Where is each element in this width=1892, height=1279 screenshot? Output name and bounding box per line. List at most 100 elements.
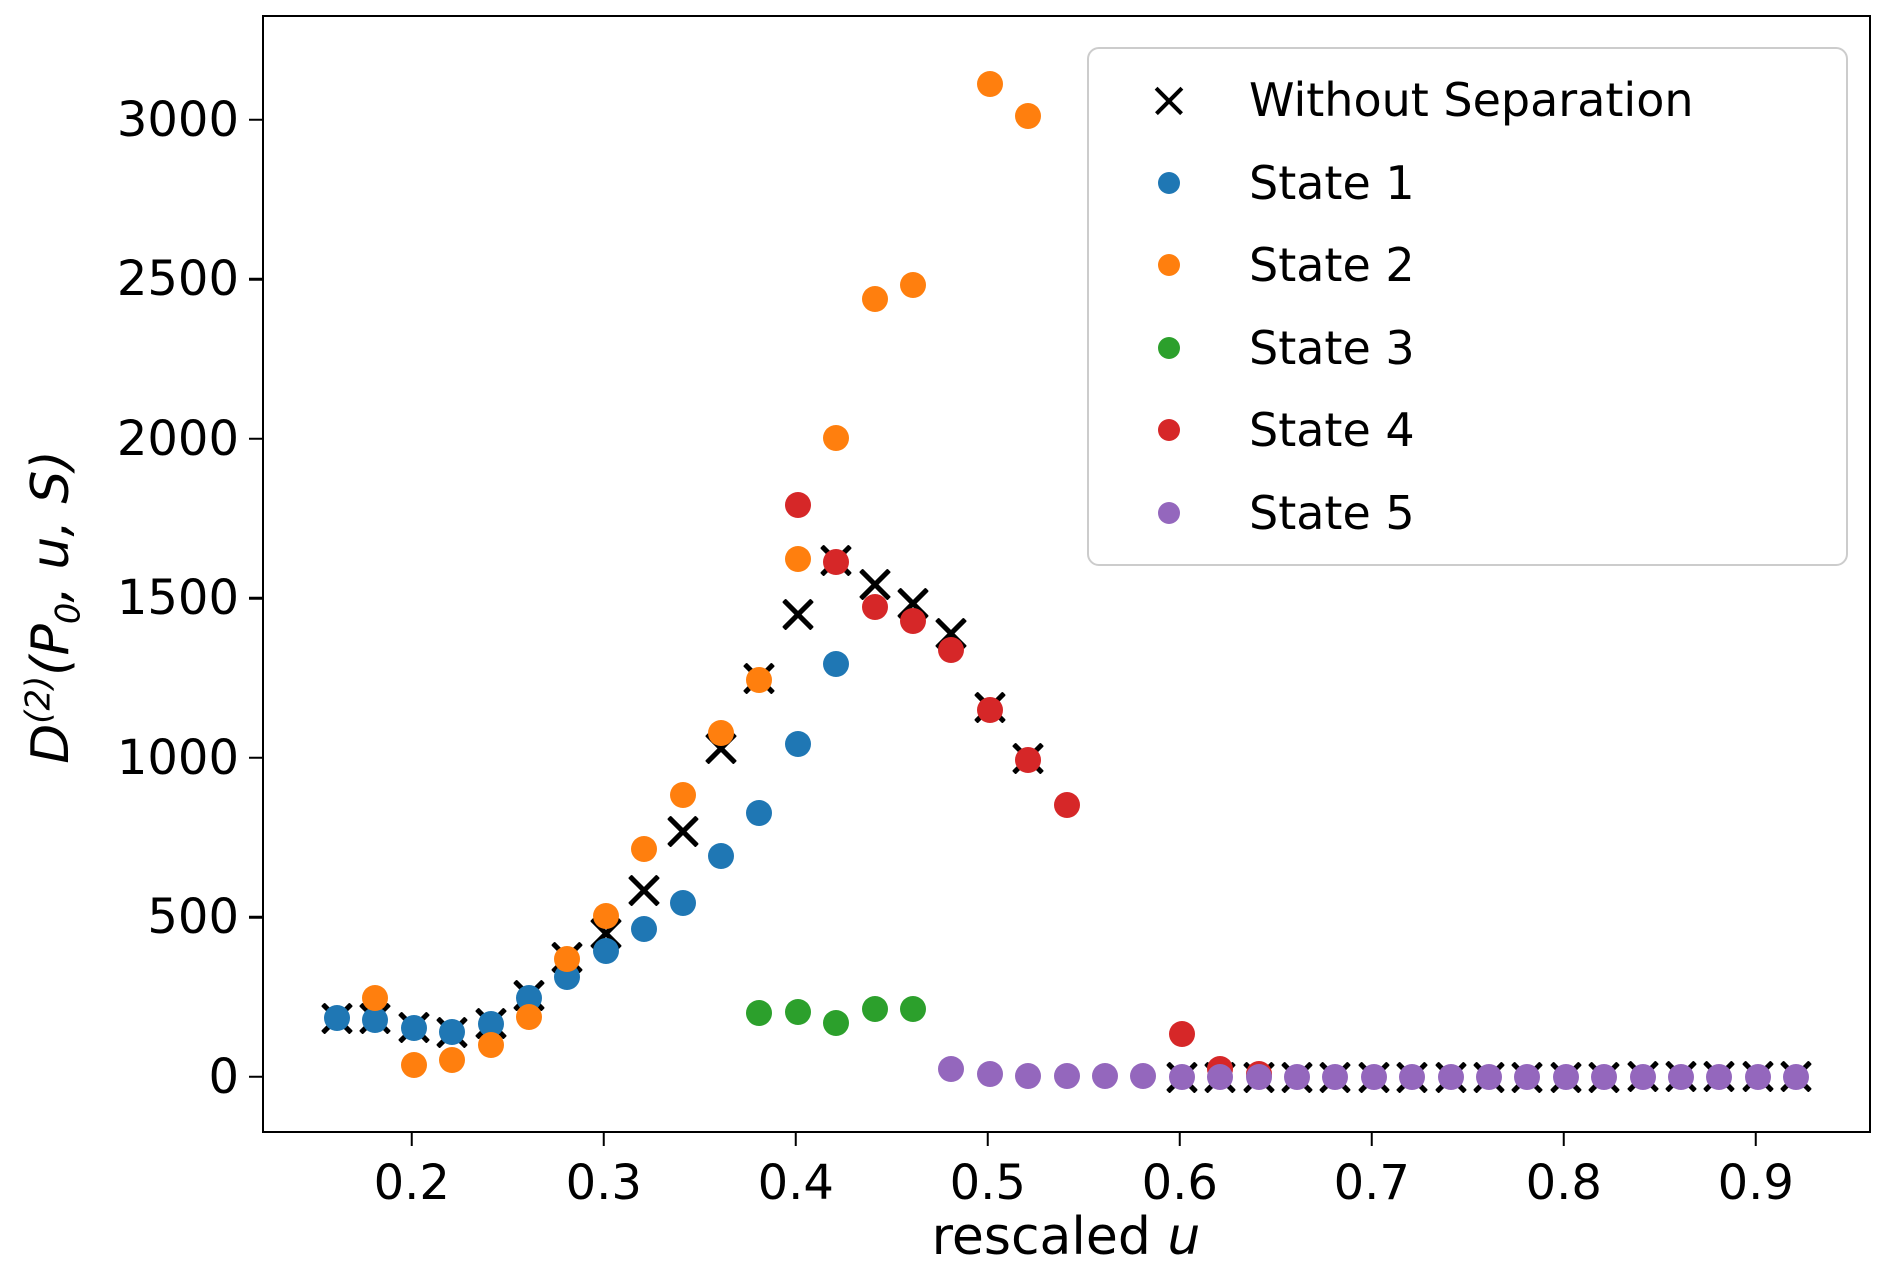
- legend-dot-marker-icon: [1089, 171, 1249, 194]
- data-point-dot: [707, 719, 734, 746]
- legend-row: Without Separation: [1089, 60, 1846, 140]
- data-point-dot: [861, 995, 888, 1022]
- data-point-dot: [707, 842, 734, 869]
- data-point-dot: [1437, 1064, 1464, 1091]
- y-tick-label: 500: [147, 889, 239, 946]
- data-point-dot: [1091, 1062, 1118, 1089]
- y-tick-label: 2000: [116, 410, 239, 467]
- legend-row: State 5: [1089, 473, 1846, 553]
- data-point-dot: [976, 697, 1003, 724]
- data-point-dot: [976, 70, 1003, 97]
- dot-marker-icon: [1158, 336, 1180, 359]
- x-tick-mark: [1754, 1133, 1758, 1146]
- data-point-dot: [1053, 791, 1080, 818]
- data-point-dot: [899, 995, 926, 1022]
- dot-marker-icon: [1158, 171, 1180, 194]
- data-point-dot: [554, 946, 581, 973]
- x-tick-label: 0.3: [565, 1155, 642, 1211]
- dot-marker-icon: [1158, 419, 1180, 442]
- data-point-dot: [1706, 1063, 1733, 1090]
- y-tick-mark: [249, 278, 262, 281]
- legend: Without Separation State 1 State 2 State 3 S…: [1087, 47, 1848, 566]
- data-point-dot: [1360, 1064, 1387, 1091]
- data-point-dot: [1399, 1064, 1426, 1091]
- x-tick-label: 0.8: [1525, 1155, 1602, 1211]
- y-tick-mark: [249, 1075, 262, 1079]
- data-point-dot: [669, 781, 696, 808]
- data-point-dot: [746, 667, 773, 694]
- data-point-dot: [1552, 1064, 1579, 1091]
- data-point-dot: [1322, 1064, 1349, 1091]
- y-axis-label-open: (P: [20, 624, 81, 676]
- x-tick-label: 0.9: [1717, 1155, 1794, 1211]
- legend-dot-marker-icon: [1089, 254, 1249, 277]
- legend-row: State 4: [1089, 390, 1846, 470]
- data-point-dot: [400, 1051, 427, 1078]
- x-tick-mark: [1562, 1133, 1566, 1146]
- data-point-dot: [362, 1006, 389, 1033]
- y-tick-mark: [249, 118, 262, 122]
- data-point-x: [624, 871, 664, 911]
- data-point-dot: [1475, 1064, 1502, 1091]
- dot-marker-icon: [1158, 501, 1180, 524]
- x-tick-mark: [602, 1133, 606, 1146]
- y-tick-mark: [249, 437, 262, 441]
- data-point-dot: [515, 1003, 542, 1030]
- data-point-x: [663, 812, 703, 852]
- y-tick-mark: [249, 597, 262, 600]
- legend-label: Without Separation: [1249, 73, 1694, 128]
- x-tick-label: 0.4: [757, 1155, 834, 1211]
- data-point-dot: [976, 1061, 1003, 1088]
- data-point-dot: [1591, 1064, 1618, 1091]
- x-marker-icon: [1151, 82, 1187, 118]
- data-point-dot: [1168, 1063, 1195, 1090]
- data-point-dot: [861, 593, 888, 620]
- legend-label: State 1: [1249, 155, 1415, 210]
- legend-dot-marker-icon: [1089, 419, 1249, 442]
- y-tick-label: 1500: [116, 570, 239, 627]
- data-point-dot: [669, 890, 696, 917]
- data-point-dot: [861, 285, 888, 312]
- data-point-dot: [823, 549, 850, 576]
- data-point-dot: [899, 608, 926, 635]
- data-point-dot: [784, 730, 811, 757]
- data-point-dot: [1667, 1063, 1694, 1090]
- data-point-dot: [400, 1015, 427, 1042]
- data-point-dot: [746, 1000, 773, 1027]
- x-tick-mark: [986, 1133, 990, 1146]
- y-tick-label: 1000: [116, 729, 239, 786]
- data-point-dot: [823, 651, 850, 678]
- data-point-dot: [631, 915, 658, 942]
- legend-dot-marker-icon: [1089, 336, 1249, 359]
- data-point-dot: [1514, 1064, 1541, 1091]
- data-point-dot: [1168, 1021, 1195, 1048]
- y-tick-label: 0: [208, 1048, 239, 1105]
- y-tick-mark: [249, 756, 262, 760]
- data-point-dot: [1629, 1063, 1656, 1090]
- x-axis-label: rescaled u: [932, 1207, 1201, 1267]
- data-point-dot: [439, 1046, 466, 1073]
- data-point-dot: [784, 545, 811, 572]
- x-tick-mark: [794, 1133, 798, 1146]
- data-point-dot: [1207, 1063, 1234, 1090]
- x-tick-mark: [410, 1133, 413, 1146]
- data-point-dot: [631, 836, 658, 863]
- x-tick-label: 0.2: [373, 1155, 450, 1211]
- data-point-dot: [592, 938, 619, 965]
- data-point-dot: [477, 1031, 504, 1058]
- data-point-dot: [1245, 1063, 1272, 1090]
- data-point-dot: [1744, 1063, 1771, 1090]
- legend-row: State 1: [1089, 143, 1846, 223]
- y-tick-label: 2500: [116, 251, 239, 308]
- data-point-dot: [784, 998, 811, 1025]
- data-point-dot: [1130, 1063, 1157, 1090]
- data-point-dot: [592, 903, 619, 930]
- y-tick-mark: [249, 916, 262, 919]
- data-point-dot: [1015, 1063, 1042, 1090]
- data-point-dot: [938, 636, 965, 663]
- legend-label: State 2: [1249, 238, 1415, 293]
- data-point-dot: [1053, 1063, 1080, 1090]
- x-tick-mark: [1178, 1133, 1182, 1146]
- x-tick-label: 0.7: [1333, 1155, 1410, 1211]
